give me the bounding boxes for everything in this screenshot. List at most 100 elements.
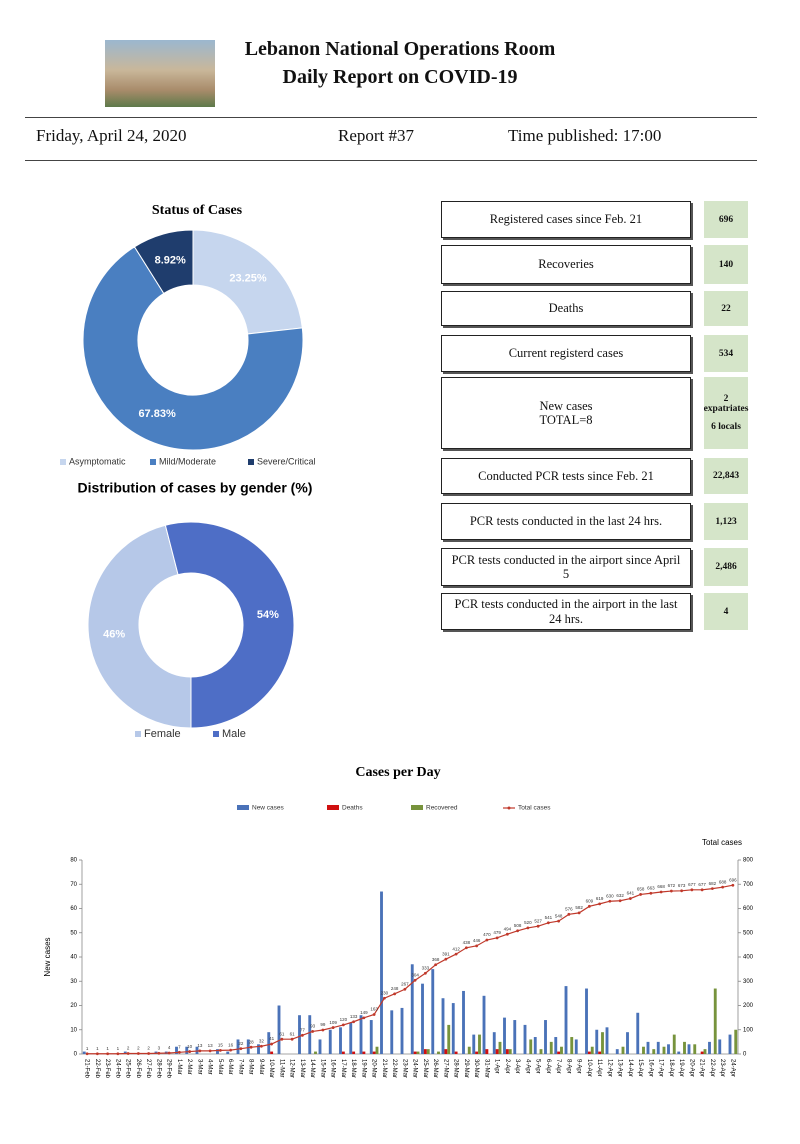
x-tick-label: 7-Mar <box>237 1059 243 1075</box>
x-tick-label: 24-Feb <box>114 1059 120 1079</box>
bar <box>400 1007 404 1054</box>
bar <box>423 1049 427 1054</box>
x-tick-label: 6-Apr <box>545 1059 551 1074</box>
total-label: 677 <box>698 882 706 887</box>
x-tick-label: 16-Apr <box>647 1059 653 1077</box>
bar <box>372 1051 376 1054</box>
total-label: 1 <box>117 1046 120 1051</box>
rule <box>25 160 757 161</box>
bar <box>554 1037 558 1054</box>
total-label: 333 <box>422 965 430 970</box>
chart-title: Status of Cases <box>152 203 243 218</box>
legend-swatch <box>411 805 423 810</box>
donut-slice <box>133 229 194 295</box>
x-tick-label: 31-Mar <box>483 1059 489 1078</box>
bar <box>626 1032 629 1054</box>
total-marker <box>229 1048 233 1052</box>
total-label: 630 <box>606 893 614 898</box>
y-tick-label: 60 <box>70 906 77 912</box>
bar <box>431 969 435 1054</box>
title-line: Lebanon National Operations Room <box>244 38 556 60</box>
total-marker <box>680 889 684 893</box>
bar <box>475 1051 479 1054</box>
total-marker <box>188 1050 192 1053</box>
bar <box>508 1049 512 1054</box>
total-label: 230 <box>381 990 389 995</box>
x-tick-label: 8-Apr <box>565 1059 571 1074</box>
bar <box>349 1022 353 1054</box>
x-tick-label: 1-Mar <box>176 1059 182 1075</box>
bar <box>472 1034 476 1054</box>
total-label: 470 <box>483 932 491 937</box>
bar <box>498 1041 502 1054</box>
report-date: Friday, April 24, 2020 <box>36 126 187 145</box>
x-tick-label: 8-Mar <box>248 1059 254 1075</box>
total-marker <box>598 902 602 906</box>
y2-tick-label: 500 <box>743 930 754 936</box>
x-tick-label: 4-Apr <box>524 1059 530 1074</box>
slice-label: 67.83% <box>138 408 176 420</box>
legend-swatch <box>213 731 219 737</box>
bar <box>352 1051 356 1054</box>
legend-label: New cases <box>252 805 285 812</box>
total-marker <box>352 1020 356 1024</box>
bar <box>495 1049 499 1054</box>
bar <box>700 1051 704 1054</box>
stat-label-box: Current registerd cases <box>441 335 691 372</box>
total-marker <box>218 1048 222 1052</box>
bar <box>652 1049 656 1054</box>
x-tick-label: 4-Mar <box>207 1059 213 1075</box>
x-tick-label: 13-Apr <box>617 1059 623 1077</box>
total-marker <box>731 883 735 887</box>
rule <box>25 117 757 118</box>
total-line <box>87 884 733 1055</box>
stat-value-box: 2,486 <box>704 548 748 586</box>
total-marker <box>546 921 550 925</box>
x-tick-label: 12-Mar <box>289 1059 295 1078</box>
total-marker <box>321 1028 325 1032</box>
bar <box>557 1051 561 1054</box>
total-marker <box>393 992 397 996</box>
total-marker <box>700 888 704 892</box>
y2-axis-label: Total cases <box>702 838 742 847</box>
total-label: 120 <box>340 1017 348 1022</box>
x-tick-label: 19-Apr <box>678 1059 684 1077</box>
total-marker <box>639 893 643 896</box>
total-marker <box>454 952 458 956</box>
bar <box>667 1044 670 1054</box>
total-marker <box>710 887 714 891</box>
y-tick-label: 80 <box>70 858 77 864</box>
x-tick-label: 5-Apr <box>535 1059 541 1074</box>
total-marker <box>649 891 653 895</box>
x-tick-label: 22-Apr <box>709 1059 715 1077</box>
legend-swatch <box>60 459 66 465</box>
total-marker <box>557 919 561 923</box>
total-label: 15 <box>218 1043 224 1048</box>
total-label: 2 <box>147 1046 150 1051</box>
x-tick-label: 20-Apr <box>688 1059 694 1077</box>
total-label: 10 <box>187 1044 193 1049</box>
x-tick-label: 24-Apr <box>729 1059 735 1077</box>
total-label: 548 <box>555 913 563 918</box>
bar <box>683 1041 686 1054</box>
legend-swatch <box>248 459 254 465</box>
total-marker <box>423 971 427 975</box>
stat-label-box: PCR tests conducted in the last 24 hrs. <box>441 503 691 540</box>
x-tick-label: 7-Apr <box>555 1059 561 1074</box>
bar <box>185 1046 189 1054</box>
bar <box>605 1027 609 1054</box>
total-label: 32 <box>259 1038 265 1043</box>
bar <box>549 1041 553 1054</box>
chart-title: Distribution of cases by gender (%) <box>78 480 313 496</box>
x-tick-label: 29-Feb <box>166 1059 172 1079</box>
x-tick-label: 26-Feb <box>135 1059 141 1079</box>
bar <box>482 995 486 1054</box>
bar <box>587 1051 591 1054</box>
total-label: 2 <box>127 1046 130 1051</box>
bar <box>447 1024 451 1054</box>
bar <box>437 1051 440 1054</box>
bar <box>621 1046 625 1054</box>
total-label: 3 <box>158 1045 161 1050</box>
